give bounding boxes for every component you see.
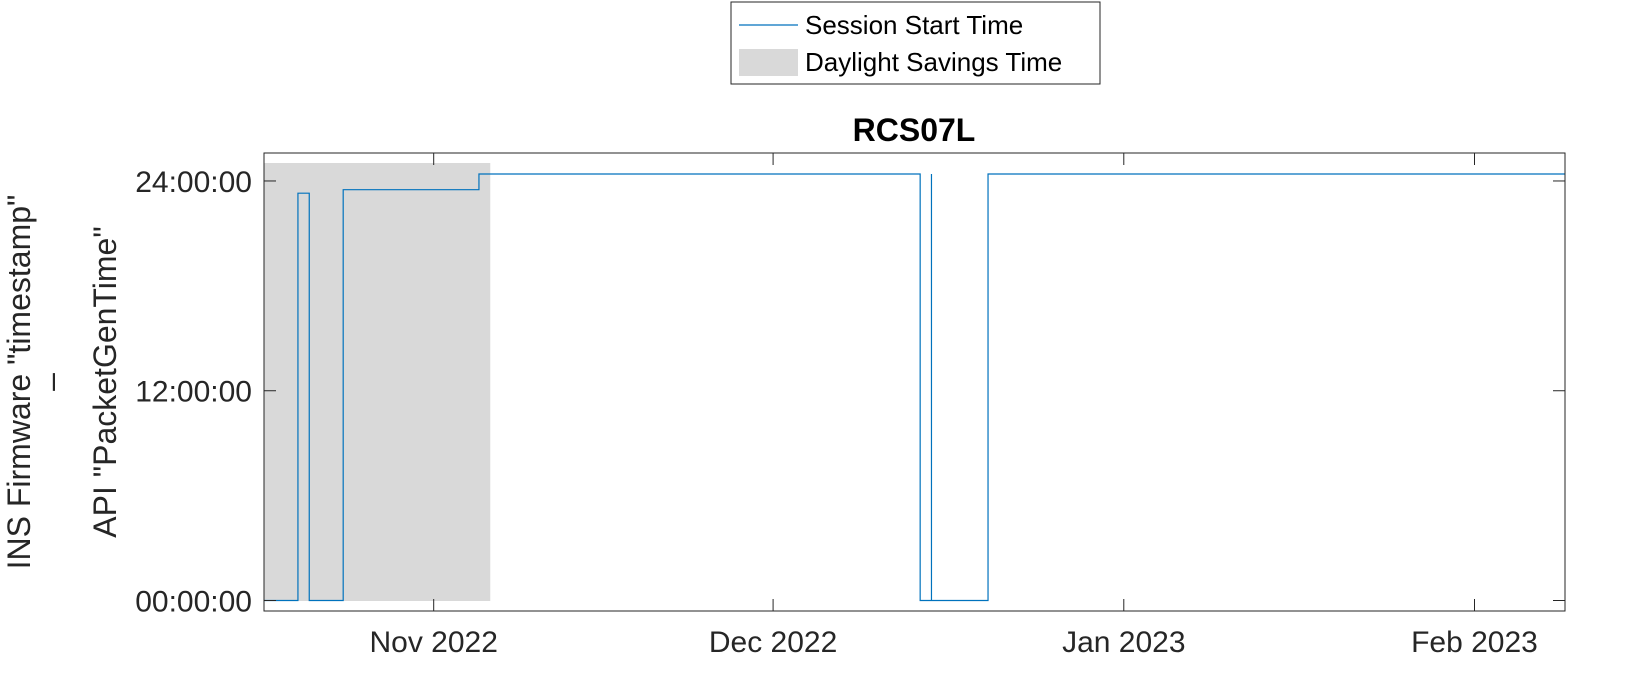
y-tick-label: 12:00:00 [135, 376, 252, 409]
y-axis-label-line: INS Firmware "timestamp" [1, 195, 37, 570]
y-axis-label-line: API "PacketGenTime" [87, 226, 123, 537]
ticks-layer: 00:00:00 12:00:00 24:00:00 Nov 2022 Dec 2022… [135, 153, 1565, 659]
x-tick-label: Feb 2023 [1411, 626, 1538, 659]
y-axis-label-line: – [33, 373, 69, 391]
x-tick-label: Jan 2023 [1062, 626, 1185, 659]
legend-swatch-patch [739, 49, 798, 76]
y-tick-label: 00:00:00 [135, 586, 252, 619]
series-layer [264, 173, 1565, 602]
y-axis-label: INS Firmware "timestamp"– API "PacketGenT… [1, 195, 123, 570]
shaded-regions [264, 163, 491, 601]
axes-box [263, 152, 1566, 612]
y-tick-label: 24:00:00 [135, 166, 252, 199]
legend-entry-label: Session Start Time [805, 10, 1023, 40]
series-line-session-start-time [264, 173, 1565, 602]
dst-shaded-region [264, 163, 491, 601]
x-tick-label: Nov 2022 [369, 626, 497, 659]
x-tick-label: Dec 2022 [709, 626, 837, 659]
legend-entry-label: Daylight Savings Time [805, 47, 1062, 77]
legend: Session Start Time Daylight Savings Time [730, 1, 1101, 85]
chart-title: RCS07L [853, 112, 976, 148]
